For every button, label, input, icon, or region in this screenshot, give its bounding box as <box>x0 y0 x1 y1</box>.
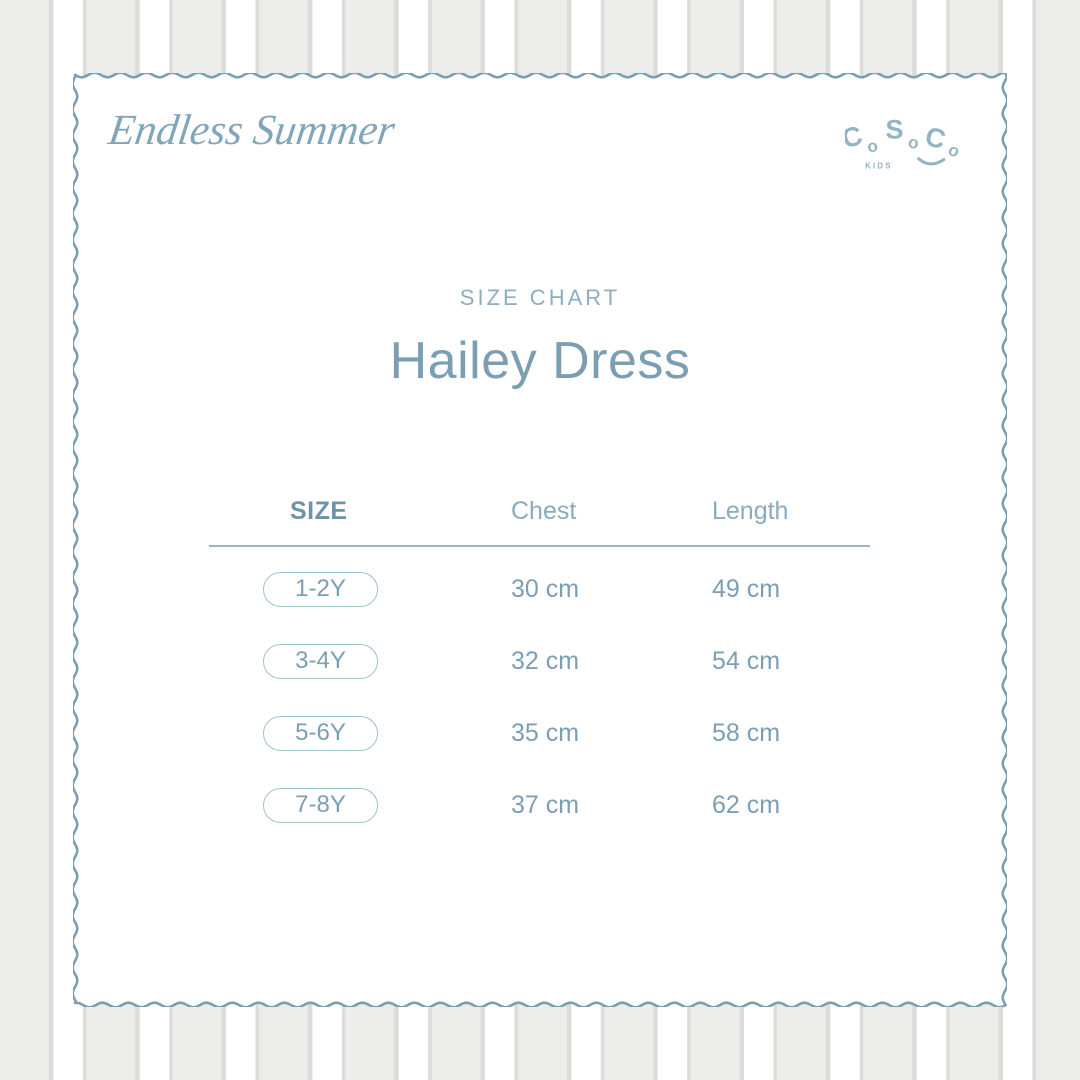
svg-text:KIDS: KIDS <box>865 162 892 171</box>
svg-text:S: S <box>885 116 903 144</box>
svg-text:C: C <box>845 119 866 154</box>
svg-text:o: o <box>866 135 879 156</box>
svg-text:o: o <box>945 139 963 162</box>
svg-text:C: C <box>922 120 949 155</box>
svg-text:o: o <box>907 132 920 153</box>
